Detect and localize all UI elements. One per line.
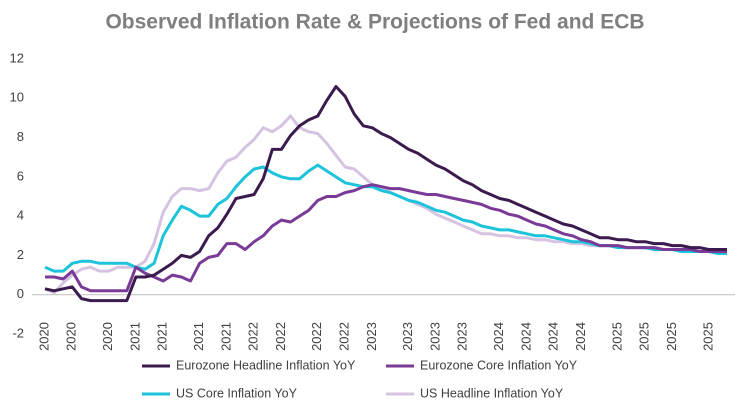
legend-label: Eurozone Headline Inflation YoY — [176, 358, 356, 372]
y-tick-label: 10 — [10, 90, 24, 105]
series-line — [44, 85, 727, 303]
y-tick-label: 8 — [17, 129, 24, 144]
y-tick-label: 0 — [17, 286, 24, 301]
x-tick-label: 2024 — [491, 322, 506, 351]
x-tick-label: 2023 — [400, 322, 415, 351]
x-tick-label: 2024 — [573, 322, 588, 351]
x-tick-label: 2023 — [455, 322, 470, 351]
x-tick-label: 2023 — [427, 322, 442, 351]
legend-label: US Headline Inflation YoY — [420, 386, 564, 400]
x-tick-label: 2025 — [664, 322, 679, 351]
y-tick-label: -2 — [12, 325, 24, 340]
legend-label: Eurozone Core Inflation YoY — [420, 358, 578, 372]
x-tick-label: 2025 — [609, 322, 624, 351]
x-tick-label: 2021 — [218, 322, 233, 351]
x-tick-label: 2022 — [246, 322, 261, 351]
series-line — [45, 183, 727, 293]
x-tick-label: 2020 — [36, 322, 51, 351]
x-tick-label: 2022 — [309, 322, 324, 351]
x-tick-label: 2024 — [546, 322, 561, 351]
x-tick-label: 2020 — [64, 322, 79, 351]
x-tick-label: 2025 — [700, 322, 715, 351]
x-tick-label: 2024 — [518, 322, 533, 351]
legend-label: US Core Inflation YoY — [176, 386, 298, 400]
y-tick-label: 4 — [17, 208, 24, 223]
x-tick-label: 2025 — [637, 322, 652, 351]
chart-title: Observed Inflation Rate & Projections of… — [105, 11, 644, 34]
x-tick-label: 2021 — [127, 322, 142, 351]
y-tick-label: 2 — [17, 247, 24, 262]
y-tick-label: 6 — [17, 168, 24, 183]
x-tick-label: 2022 — [337, 322, 352, 351]
y-tick-label: 12 — [10, 50, 24, 65]
x-tick-label: 2022 — [273, 322, 288, 351]
x-tick-label: 2021 — [155, 322, 170, 351]
x-tick-label: 2023 — [364, 322, 379, 351]
x-tick-label: 2021 — [191, 322, 206, 351]
x-tick-label: 2020 — [100, 322, 115, 351]
